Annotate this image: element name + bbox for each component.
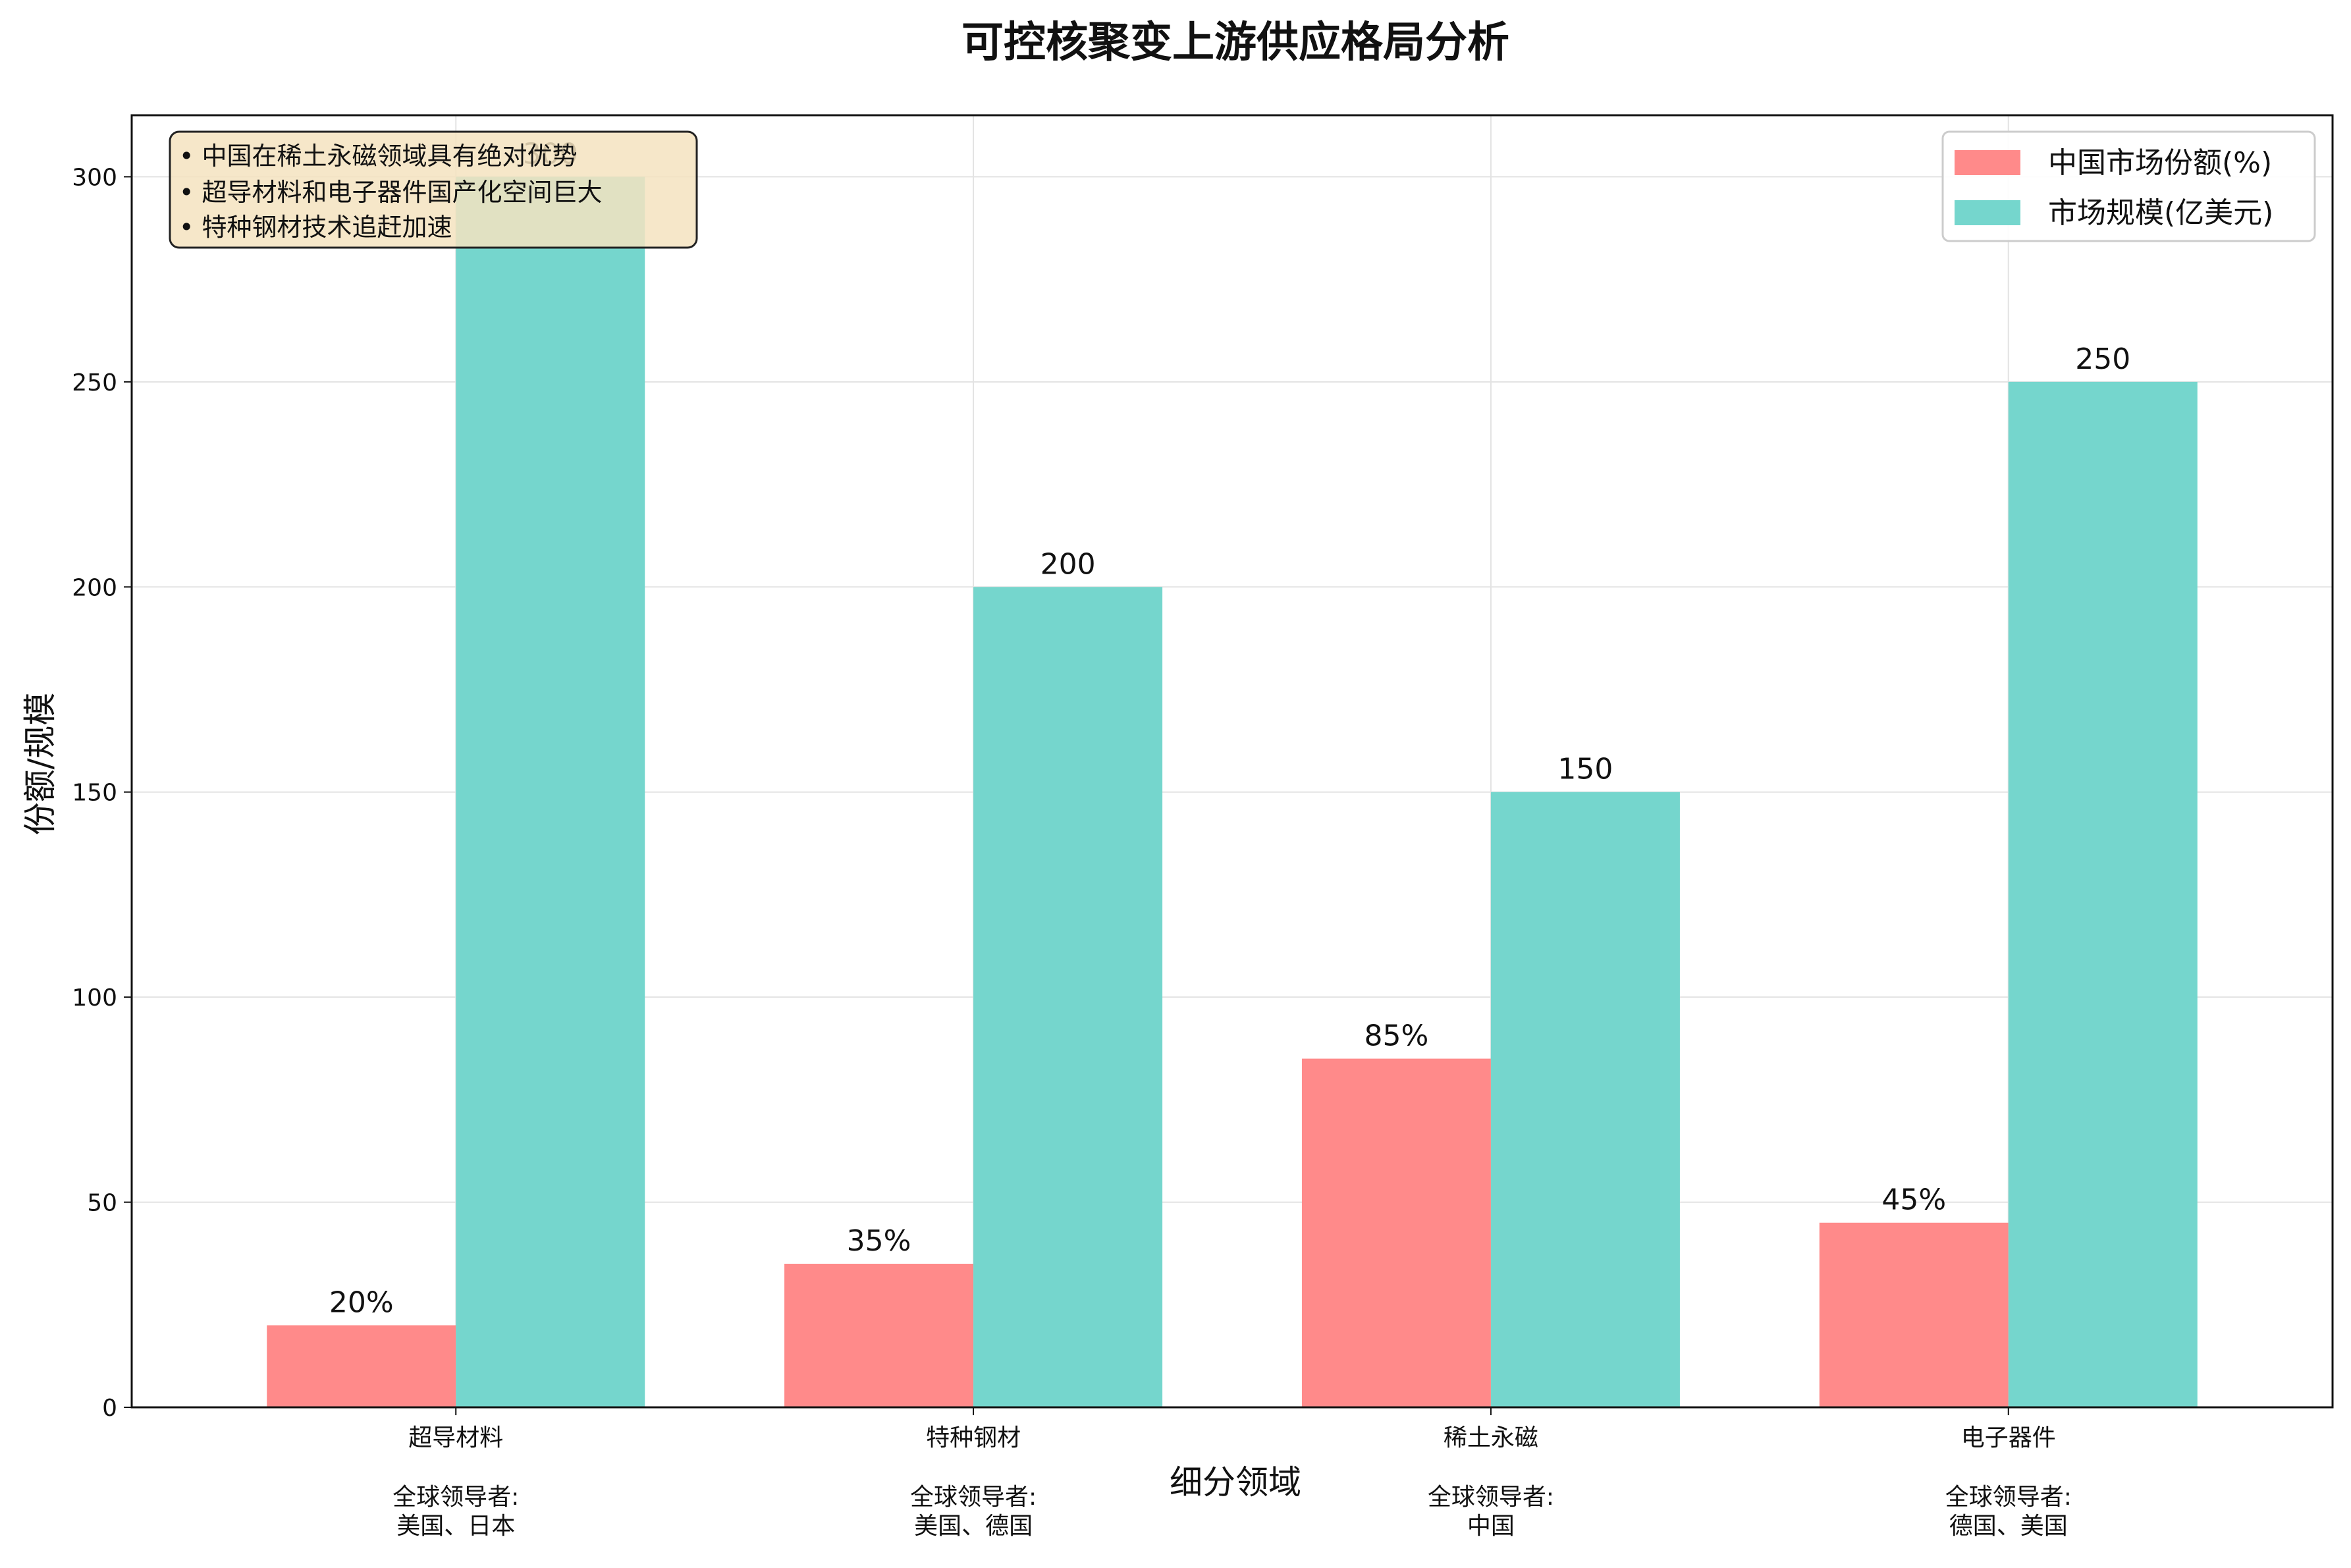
plot-frame — [130, 114, 2334, 1409]
bar-1-1 — [973, 587, 1163, 1408]
annotation-background — [169, 130, 698, 249]
y-tick-label: 100 — [72, 985, 117, 1012]
bar-0-1 — [784, 1264, 974, 1407]
y-tick-label: 150 — [72, 780, 117, 807]
legend: 中国市场份额(%) 市场规模(亿美元) — [1941, 130, 2316, 242]
bar-value-label: 150 — [1557, 753, 1613, 786]
x-tick-note: 全球领导者: — [1428, 1484, 1554, 1511]
bar-value-label: 45% — [1881, 1183, 1946, 1217]
y-axis-label: 份额/规模 — [21, 693, 59, 836]
x-tick-note: 中国 — [1467, 1513, 1515, 1540]
chart-title: 可控核聚变上游供应格局分析 — [961, 18, 1509, 67]
legend-swatch-china-share — [1955, 150, 2020, 175]
bar-1-2 — [1490, 792, 1680, 1407]
x-tick-label: 电子器件 — [1961, 1424, 2056, 1451]
legend-swatch-market-size — [1955, 200, 2020, 225]
x-tick-note: 全球领导者: — [1945, 1484, 2072, 1511]
bar-1-0 — [456, 176, 645, 1407]
x-tick-label: 稀土永磁 — [1444, 1424, 1538, 1451]
x-axis-label: 细分领域 — [1170, 1463, 1301, 1501]
x-tick-note: 美国、德国 — [914, 1513, 1033, 1540]
annotation-line-1: • 中国在稀土永磁领域具有绝对优势 — [179, 142, 578, 171]
bar-value-label: 250 — [2075, 342, 2130, 376]
x-tick-label: 特种钢材 — [926, 1424, 1021, 1451]
bar-value-label: 35% — [847, 1224, 911, 1258]
bar-0-0 — [267, 1325, 456, 1407]
legend-frame — [1941, 130, 2316, 242]
y-tick-label: 250 — [72, 369, 117, 396]
x-tick-note: 德国、美国 — [1949, 1513, 2068, 1540]
x-tick-label: 超导材料 — [408, 1424, 503, 1451]
x-tick-note: 全球领导者: — [392, 1484, 519, 1511]
legend-label-market-size: 市场规模(亿美元) — [2048, 196, 2273, 230]
annotation-line-3: • 特种钢材技术追赶加速 — [179, 213, 452, 242]
x-tick-note: 美国、日本 — [396, 1513, 515, 1540]
x-tick-note: 全球领导者: — [910, 1484, 1037, 1511]
y-tick-label: 200 — [72, 574, 117, 601]
annotation-line-2: • 超导材料和电子器件国产化空间巨大 — [179, 178, 603, 207]
y-tick-label: 50 — [87, 1190, 117, 1217]
bar-value-label: 20% — [329, 1285, 394, 1319]
legend-label-china-share: 中国市场份额(%) — [2048, 146, 2272, 180]
y-tick-label: 300 — [72, 164, 117, 191]
bar-value-label: 85% — [1365, 1019, 1429, 1053]
y-tick-label: 0 — [102, 1395, 117, 1422]
bar-value-label: 200 — [1040, 547, 1096, 581]
bar-0-3 — [1819, 1222, 2009, 1407]
bar-1-3 — [2008, 381, 2198, 1407]
bar-0-2 — [1301, 1058, 1491, 1407]
annotation-box: • 中国在稀土永磁领域具有绝对优势 • 超导材料和电子器件国产化空间巨大 • 特… — [169, 130, 698, 249]
